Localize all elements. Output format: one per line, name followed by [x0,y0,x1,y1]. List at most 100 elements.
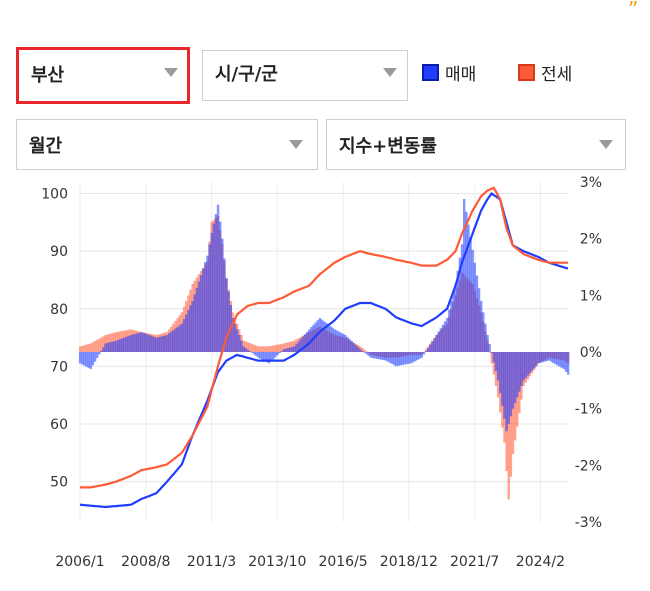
chevron-down-icon [164,68,178,77]
change-rate-bar-0 [202,268,205,352]
change-rate-bar-0 [199,275,203,352]
change-rate-bar-0 [117,339,120,352]
change-rate-bar-0 [235,329,239,352]
change-rate-bar-1 [78,346,82,352]
change-rate-bar-0 [507,352,510,424]
change-rate-bar-0 [560,352,563,368]
change-rate-bar-0 [151,336,154,352]
change-rate-bar-0 [108,342,112,352]
district-select-value: 시/구/군 [215,64,278,85]
change-rate-bar-0 [477,288,481,352]
change-rate-bar-0 [121,338,124,352]
change-rate-bar-0 [541,352,544,363]
change-rate-bar-1 [81,345,84,352]
change-rate-bar-1 [291,341,294,352]
change-rate-bar-0 [399,352,402,366]
change-rate-bar-0 [191,301,194,352]
change-rate-bar-0 [518,352,521,392]
change-rate-bar-0 [520,352,523,386]
change-rate-bar-0 [274,352,277,358]
change-rate-bar-0 [238,335,241,352]
change-rate-bar-0 [89,352,92,369]
period-select-value: 월간 [29,136,63,157]
change-rate-bar-0 [462,199,466,352]
district-select[interactable]: 시/구/군 [202,50,408,101]
y-left-tick-label: 70 [50,359,68,375]
change-rate-bar-0 [354,345,358,352]
change-rate-bar-0 [416,352,419,360]
change-rate-bar-0 [165,335,169,352]
change-rate-bar-0 [320,319,324,352]
change-rate-bar-0 [182,319,186,352]
y-right-tick-label: 0% [580,345,602,361]
change-rate-bar-0 [187,310,190,352]
change-rate-bar-0 [212,223,216,352]
change-rate-bar-0 [125,336,129,352]
change-rate-bar-0 [161,336,165,352]
change-rate-bar-0 [210,233,213,352]
metric-select[interactable]: 지수+변동률 [326,119,626,170]
change-rate-bar-0 [267,352,271,364]
change-rate-bar-0 [252,352,256,355]
change-rate-bar-0 [365,352,368,355]
change-rate-bar-0 [526,352,530,376]
change-rate-bar-0 [409,352,413,364]
metric-select-value: 지수+변동률 [339,136,437,157]
change-rate-bar-0 [420,352,423,358]
change-rate-bar-0 [465,211,468,352]
period-select[interactable]: 월간 [16,119,318,170]
change-rate-bar-1 [288,341,292,352]
change-rate-bar-0 [282,349,286,352]
change-rate-bar-0 [337,331,341,352]
change-rate-bar-0 [499,352,502,394]
price-index-chart: 100 90 80 70 60 50 3% 2% 1% 0% -1% -2% -3% 2006/1 20… [41,175,602,570]
change-rate-bar-0 [537,352,540,364]
change-rate-bar-0 [501,352,504,406]
change-rate-bar-1 [263,346,266,352]
change-rate-bar-0 [566,352,570,375]
change-rate-bar-0 [378,352,381,360]
change-rate-bar-0 [180,323,184,352]
change-rate-bar-0 [157,337,160,352]
change-rate-bar-0 [218,221,222,352]
change-rate-bar-0 [142,332,146,352]
change-rate-bar-0 [308,329,311,352]
change-rate-bar-0 [293,346,296,352]
change-rate-bar-0 [494,352,498,372]
legend-label: 매매 [445,65,477,85]
change-rate-bar-0 [511,352,515,409]
change-rate-bar-0 [329,326,332,352]
region-select[interactable]: 부산 [16,47,190,104]
change-rate-bar-0 [93,352,97,362]
region-select-value: 부산 [31,65,65,86]
change-rate-bar-1 [359,346,362,352]
change-rate-bar-0 [350,341,353,352]
change-rate-bar-1 [490,352,493,364]
change-rate-bar-0 [284,348,288,352]
x-tick-label: 2008/8 [121,554,170,570]
change-rate-bar-0 [450,301,453,352]
change-rate-bar-0 [159,336,162,352]
legend-swatch-icon [422,64,439,81]
change-rate-bar-0 [280,351,283,352]
change-rate-bar-0 [83,352,86,366]
change-rate-bar-0 [297,341,300,352]
change-rate-bar-0 [206,255,209,352]
legend-item-jeonse[interactable]: 전세 [518,60,572,85]
change-rate-bar-0 [433,338,436,352]
change-rate-bar-1 [85,344,88,352]
change-rate-bar-0 [112,341,116,352]
change-rate-bar-0 [305,331,309,352]
change-rate-bar-0 [286,348,290,352]
change-rate-bar-0 [429,344,432,352]
legend-item-sale[interactable]: 매매 [422,60,476,85]
change-rate-bar-0 [469,237,472,352]
change-rate-bar-0 [448,309,451,352]
change-rate-bar-0 [216,204,220,352]
change-rate-bar-0 [384,352,387,361]
change-rate-bar-0 [460,244,464,352]
change-rate-bar-0 [471,250,474,352]
change-rate-bar-0 [496,352,500,381]
change-rate-bar-0 [123,337,126,352]
change-rate-bar-0 [255,352,258,357]
